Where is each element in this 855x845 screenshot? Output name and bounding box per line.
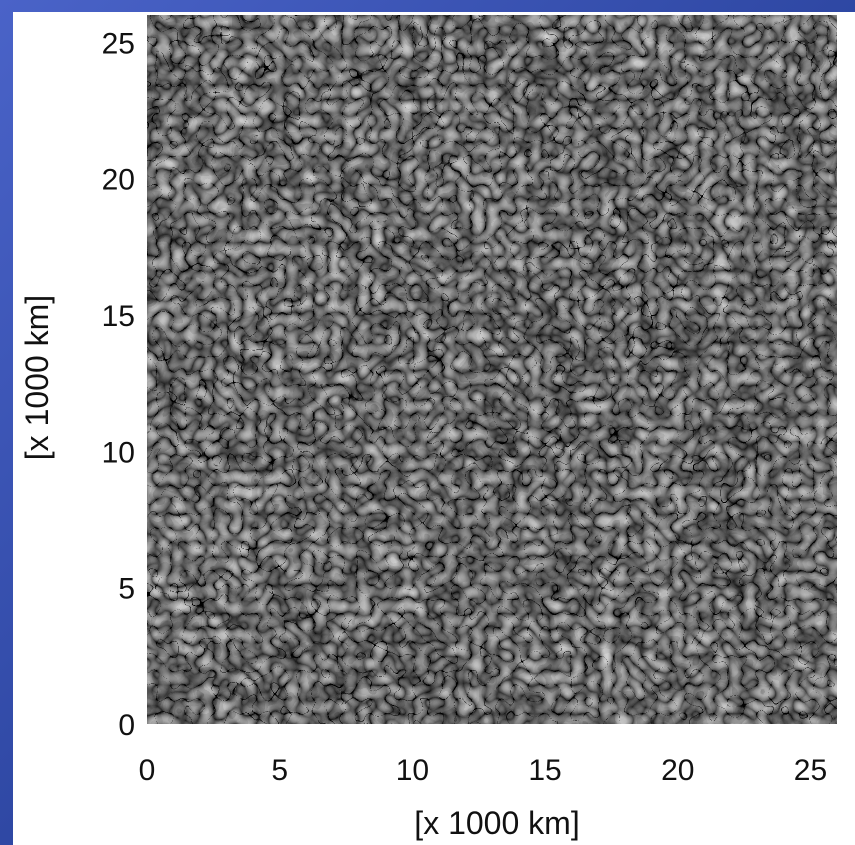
x-tick-label: 25 bbox=[794, 754, 827, 787]
x-axis: 0 5 10 15 20 25 bbox=[139, 754, 827, 787]
x-axis-label: [x 1000 km] bbox=[414, 805, 579, 841]
x-tick-label: 0 bbox=[139, 754, 156, 787]
y-tick-label: 15 bbox=[102, 300, 135, 333]
granulation-image bbox=[147, 15, 837, 724]
plot-area bbox=[147, 15, 837, 724]
x-tick-label: 10 bbox=[396, 754, 429, 787]
y-tick-label: 5 bbox=[118, 573, 135, 606]
x-tick-label: 5 bbox=[271, 754, 288, 787]
y-tick-label: 20 bbox=[102, 164, 135, 197]
y-tick-label: 10 bbox=[102, 436, 135, 469]
y-axis: 0 5 10 15 20 25 bbox=[102, 27, 135, 742]
y-tick-label: 25 bbox=[102, 27, 135, 60]
y-tick-label: 0 bbox=[118, 709, 135, 742]
x-tick-label: 15 bbox=[528, 754, 561, 787]
y-axis-label: [x 1000 km] bbox=[19, 295, 55, 460]
x-tick-label: 20 bbox=[661, 754, 694, 787]
